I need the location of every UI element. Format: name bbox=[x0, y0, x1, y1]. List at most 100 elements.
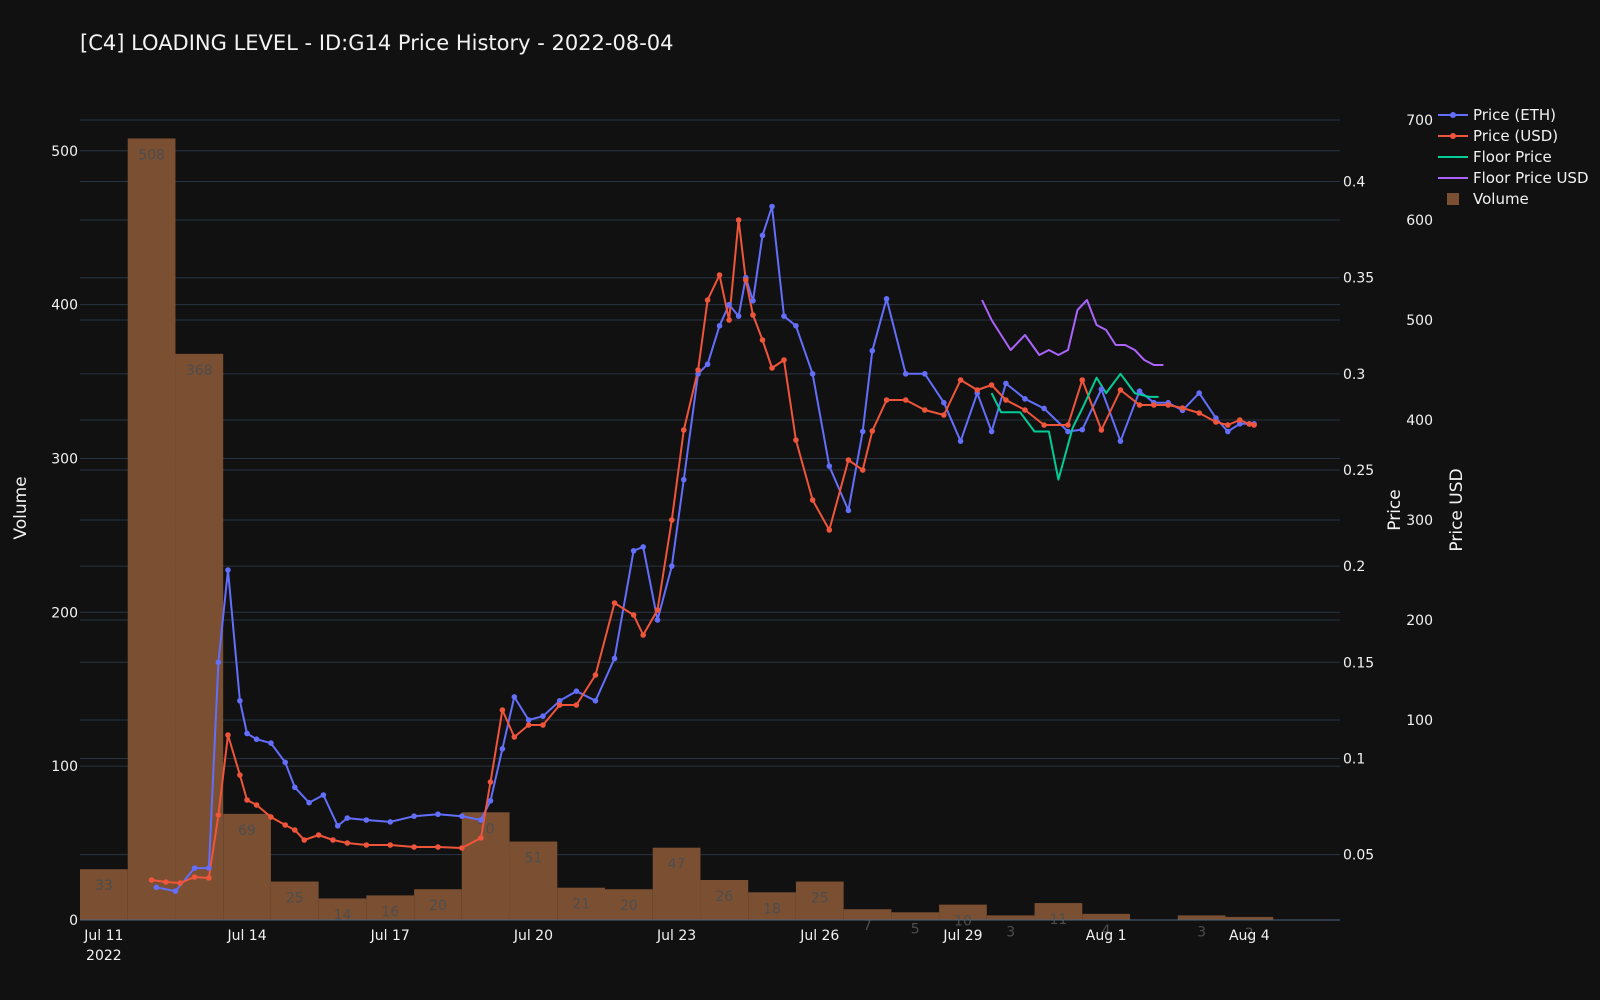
volume-bar-label: 5 bbox=[911, 921, 920, 937]
y-tick-price: 0.4 bbox=[1343, 175, 1365, 191]
y-axis-label-volume: Volume bbox=[11, 476, 31, 539]
marker-price-usd bbox=[845, 457, 852, 463]
marker-price-eth bbox=[1041, 405, 1047, 412]
legend-item-price-eth[interactable]: Price (ETH) bbox=[1438, 106, 1556, 124]
volume-bar bbox=[1082, 913, 1130, 920]
y-tick-price: 0.3 bbox=[1343, 367, 1365, 383]
marker-price-eth bbox=[225, 567, 231, 573]
legend-label-floor-price: Floor Price bbox=[1473, 148, 1552, 166]
marker-price-eth bbox=[630, 547, 637, 554]
marker-price-usd bbox=[654, 607, 661, 613]
marker-price-eth bbox=[902, 371, 909, 377]
legend: Price (ETH) Price (USD) Floor Price Floo… bbox=[1438, 106, 1589, 208]
y-axis-label-price: Price bbox=[1385, 489, 1405, 530]
marker-price-eth bbox=[1098, 386, 1105, 393]
marker-price-eth bbox=[695, 371, 701, 377]
volume-bar-label: 368 bbox=[186, 363, 213, 379]
marker-price-usd bbox=[268, 814, 274, 820]
marker-price-usd bbox=[781, 357, 787, 363]
volume-bar bbox=[366, 895, 415, 920]
volume-bar bbox=[700, 880, 749, 920]
marker-price-usd bbox=[735, 217, 742, 223]
marker-price-usd bbox=[793, 437, 799, 443]
marker-price-usd bbox=[344, 840, 351, 846]
legend-label-floor-price-usd: Floor Price USD bbox=[1473, 169, 1589, 187]
volume-bar bbox=[80, 869, 128, 920]
volume-bar-label: 70 bbox=[477, 821, 495, 837]
y-tick-volume: 300 bbox=[51, 451, 78, 467]
volume-bar-label: 51 bbox=[524, 851, 542, 867]
marker-price-usd bbox=[902, 397, 909, 403]
marker-price-usd bbox=[941, 412, 947, 418]
volume-bar-label: 20 bbox=[620, 898, 638, 914]
legend-item-floor-price-usd[interactable]: Floor Price USD bbox=[1438, 169, 1589, 187]
volume-bar-label: 21 bbox=[572, 897, 590, 913]
volume-bar-label: 4 bbox=[1102, 923, 1111, 939]
volume-bar-label: 3 bbox=[1197, 924, 1206, 940]
marker-price-eth bbox=[1003, 380, 1009, 387]
price-markers bbox=[148, 203, 1257, 894]
y-tick-price: 0.25 bbox=[1343, 463, 1374, 479]
marker-price-eth bbox=[1225, 428, 1231, 435]
legend-item-floor-price[interactable]: Floor Price bbox=[1438, 148, 1552, 166]
marker-price-usd bbox=[695, 367, 701, 373]
volume-bar bbox=[557, 887, 605, 920]
marker-price-eth bbox=[387, 819, 394, 825]
marker-price-usd bbox=[680, 427, 687, 433]
y-tick-price-usd: 600 bbox=[1406, 213, 1433, 229]
y-tick-price: 0.15 bbox=[1343, 655, 1374, 671]
chart-title: [C4] LOADING LEVEL - ID:G14 Price Histor… bbox=[80, 31, 674, 55]
marker-price-usd bbox=[669, 517, 675, 523]
marker-price-usd bbox=[237, 772, 243, 778]
legend-label-volume: Volume bbox=[1473, 190, 1529, 208]
marker-price-usd bbox=[525, 722, 532, 728]
marker-price-usd bbox=[1065, 422, 1071, 428]
marker-price-eth bbox=[809, 371, 816, 377]
volume-bar-label: 69 bbox=[238, 823, 256, 839]
legend-item-price-usd[interactable]: Price (USD) bbox=[1438, 127, 1558, 145]
marker-price-eth bbox=[253, 736, 260, 743]
marker-price-eth bbox=[1022, 396, 1028, 402]
volume-bar bbox=[270, 881, 319, 920]
marker-price-eth bbox=[941, 399, 947, 406]
marker-price-eth bbox=[1117, 438, 1124, 444]
volume-bar-label: 47 bbox=[668, 857, 686, 873]
marker-price-usd bbox=[1165, 402, 1171, 408]
marker-price-usd bbox=[215, 812, 222, 818]
marker-price-eth bbox=[191, 865, 198, 871]
volume-bar bbox=[748, 892, 796, 920]
marker-price-eth bbox=[206, 865, 212, 871]
volume-bar bbox=[223, 813, 271, 920]
x-tick-label: Jul 14 bbox=[226, 928, 266, 944]
legend-item-volume[interactable]: Volume bbox=[1447, 190, 1529, 208]
marker-price-eth bbox=[320, 792, 327, 798]
marker-price-eth bbox=[540, 713, 546, 719]
volume-bar-label: 14 bbox=[334, 907, 352, 923]
marker-price-eth bbox=[735, 313, 742, 319]
marker-price-usd bbox=[1098, 427, 1105, 433]
marker-price-eth bbox=[411, 813, 417, 819]
volume-bar bbox=[414, 889, 462, 920]
series-line-price-eth bbox=[156, 205, 1255, 893]
marker-price-usd bbox=[1225, 422, 1231, 428]
volume-bar-label: 25 bbox=[286, 891, 304, 907]
marker-price-eth bbox=[859, 428, 866, 435]
y-tick-price-usd: 700 bbox=[1406, 113, 1433, 129]
marker-price-eth bbox=[525, 717, 532, 723]
marker-price-usd bbox=[487, 779, 494, 785]
volume-bar bbox=[891, 912, 940, 920]
y-tick-price: 0.35 bbox=[1343, 271, 1374, 287]
marker-price-usd bbox=[291, 827, 298, 833]
marker-price-eth bbox=[759, 232, 766, 239]
marker-price-usd bbox=[163, 879, 169, 885]
legend-label-price-eth: Price (ETH) bbox=[1473, 106, 1556, 124]
marker-price-usd bbox=[459, 845, 465, 851]
volume-bar-label: 3 bbox=[1006, 924, 1015, 940]
volume-bar-label: 10 bbox=[954, 914, 972, 930]
marker-price-eth bbox=[716, 322, 723, 329]
marker-price-usd bbox=[957, 377, 964, 383]
y-tick-price-usd: 500 bbox=[1406, 313, 1433, 329]
y-tick-volume: 500 bbox=[51, 144, 78, 160]
marker-price-usd bbox=[148, 877, 155, 883]
